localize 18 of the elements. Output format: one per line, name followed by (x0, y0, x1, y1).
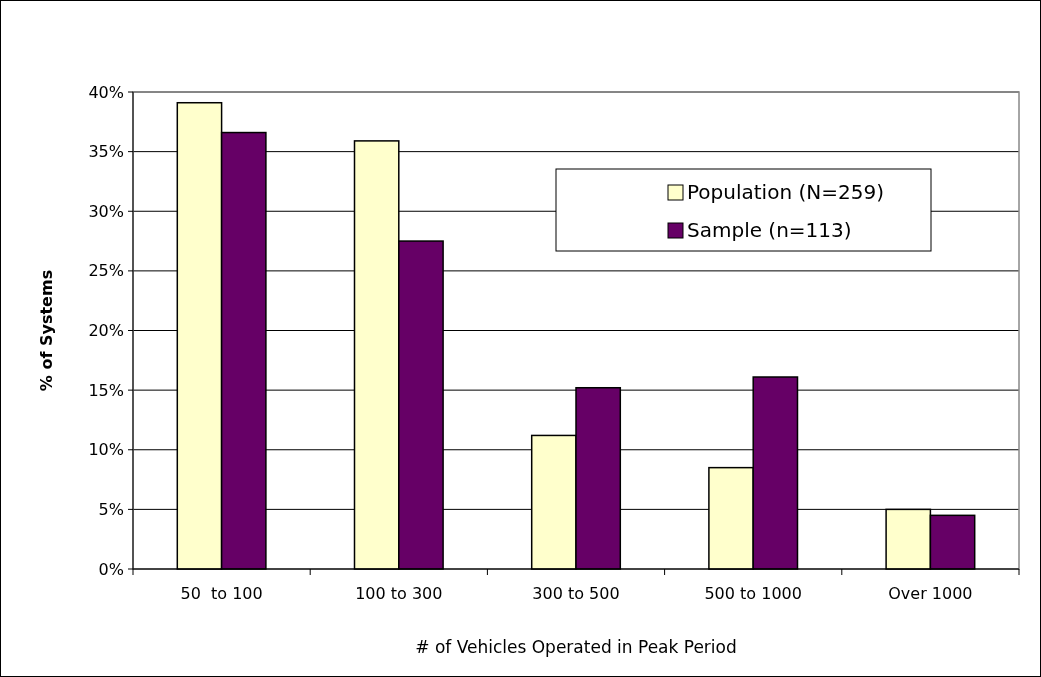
y-tick-label: 30% (88, 201, 124, 221)
y-tick-label: 40% (88, 82, 124, 102)
y-tick-label: 35% (88, 142, 124, 162)
x-tick-label: 50 to 100 (180, 584, 263, 603)
y-axis-title: % of Systems (37, 269, 56, 392)
y-tick-label: 10% (88, 440, 124, 460)
y-tick-label: 20% (88, 321, 124, 341)
legend-label: Sample (n=113) (687, 218, 852, 242)
x-tick-label: 300 to 500 (532, 584, 620, 603)
x-axis-title: # of Vehicles Operated in Peak Period (415, 637, 737, 657)
x-tick-label: 500 to 1000 (704, 584, 802, 603)
y-tick-label: 15% (88, 380, 124, 400)
y-tick-label: 5% (98, 499, 124, 519)
x-tick-label: Over 1000 (888, 584, 973, 603)
legend-label: Population (N=259) (687, 180, 884, 204)
x-tick-label: 100 to 300 (355, 584, 443, 603)
y-tick-label: 0% (98, 559, 124, 579)
y-tick-label: 25% (88, 261, 124, 281)
